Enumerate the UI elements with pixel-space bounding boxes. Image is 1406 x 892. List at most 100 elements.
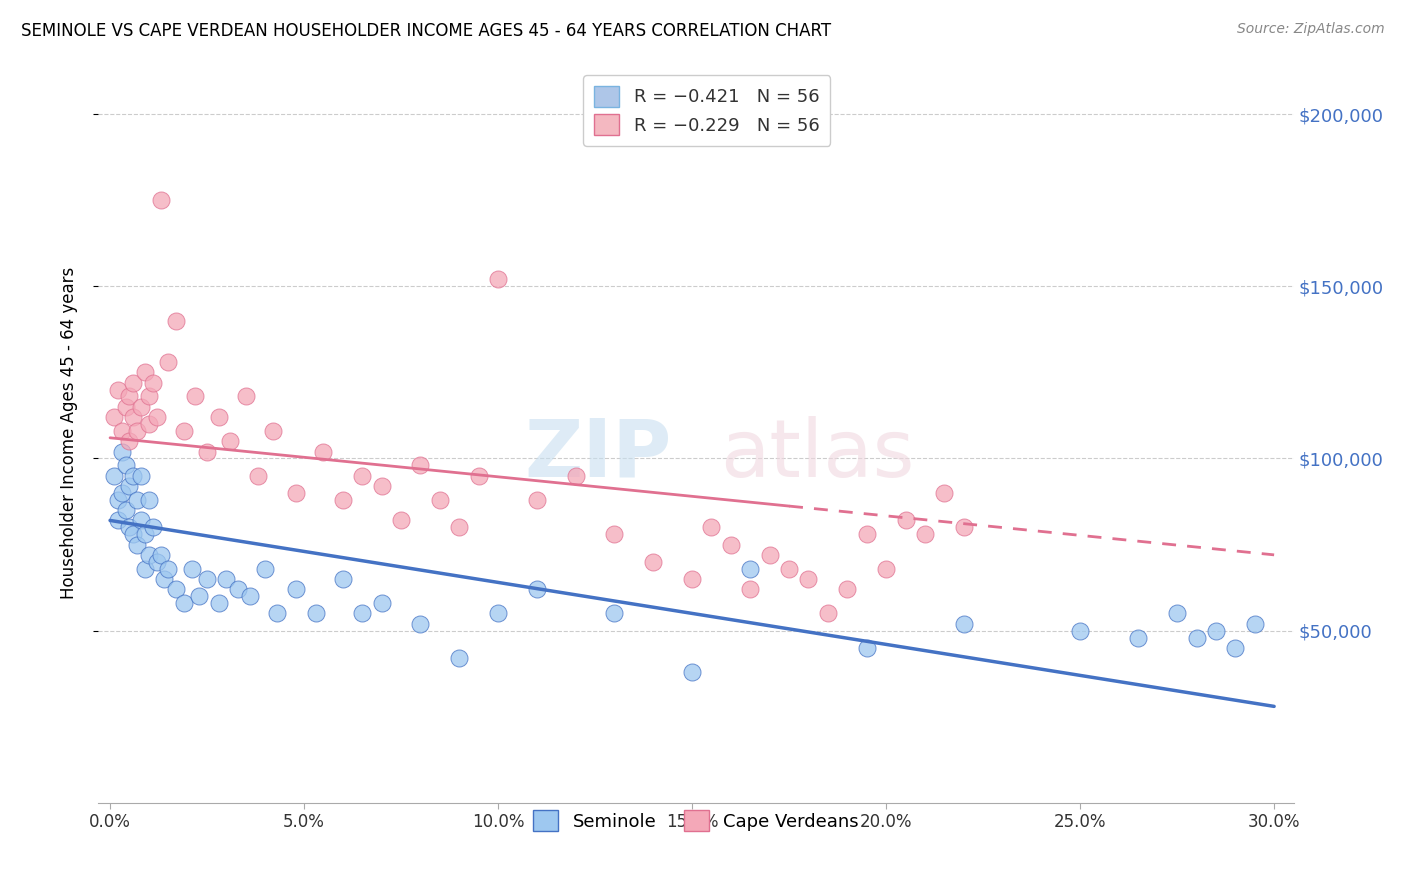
Point xyxy=(837,582,859,597)
Point xyxy=(122,468,145,483)
Point xyxy=(1243,616,1265,631)
Point xyxy=(312,444,335,458)
Point xyxy=(332,492,354,507)
Point xyxy=(103,410,125,425)
Point xyxy=(681,665,703,679)
Point xyxy=(370,596,392,610)
Point xyxy=(114,400,136,414)
Point xyxy=(285,582,308,597)
Point xyxy=(254,561,277,575)
Point xyxy=(103,468,125,483)
Point xyxy=(681,572,703,586)
Point xyxy=(180,561,202,575)
Point xyxy=(486,272,509,286)
Point xyxy=(603,527,626,541)
Point xyxy=(817,607,839,621)
Point xyxy=(266,607,288,621)
Point xyxy=(165,314,187,328)
Point xyxy=(118,389,141,403)
Point xyxy=(1166,607,1188,621)
Text: atlas: atlas xyxy=(720,416,914,494)
Point xyxy=(952,616,974,631)
Point xyxy=(914,527,936,541)
Point xyxy=(526,492,548,507)
Point xyxy=(188,589,211,603)
Point xyxy=(149,548,172,562)
Point xyxy=(145,555,167,569)
Point xyxy=(934,486,956,500)
Point xyxy=(449,651,471,665)
Point xyxy=(145,410,167,425)
Point xyxy=(118,520,141,534)
Point xyxy=(134,561,156,575)
Point xyxy=(758,548,780,562)
Point xyxy=(246,468,269,483)
Point xyxy=(305,607,328,621)
Point xyxy=(740,561,762,575)
Point xyxy=(894,513,917,527)
Point xyxy=(1128,631,1150,645)
Point xyxy=(195,572,218,586)
Point xyxy=(118,479,141,493)
Point xyxy=(215,572,238,586)
Point xyxy=(173,424,195,438)
Point xyxy=(797,572,820,586)
Point xyxy=(129,400,152,414)
Point xyxy=(149,193,172,207)
Point xyxy=(165,582,187,597)
Point xyxy=(429,492,451,507)
Point xyxy=(138,389,160,403)
Y-axis label: Householder Income Ages 45 - 64 years: Householder Income Ages 45 - 64 years xyxy=(59,267,77,599)
Text: Source: ZipAtlas.com: Source: ZipAtlas.com xyxy=(1237,22,1385,37)
Point xyxy=(564,468,586,483)
Point xyxy=(142,520,165,534)
Point xyxy=(467,468,489,483)
Point xyxy=(138,417,160,431)
Point xyxy=(855,527,877,541)
Point xyxy=(285,486,308,500)
Point xyxy=(142,376,165,390)
Point xyxy=(122,376,145,390)
Point xyxy=(157,355,180,369)
Point xyxy=(370,479,392,493)
Point xyxy=(235,389,257,403)
Point xyxy=(875,561,897,575)
Point xyxy=(389,513,412,527)
Point xyxy=(700,520,723,534)
Point xyxy=(643,555,665,569)
Point xyxy=(352,468,374,483)
Point xyxy=(153,572,176,586)
Point xyxy=(219,434,242,449)
Point xyxy=(449,520,471,534)
Text: SEMINOLE VS CAPE VERDEAN HOUSEHOLDER INCOME AGES 45 - 64 YEARS CORRELATION CHART: SEMINOLE VS CAPE VERDEAN HOUSEHOLDER INC… xyxy=(21,22,831,40)
Point xyxy=(409,616,432,631)
Point xyxy=(952,520,974,534)
Point xyxy=(855,640,877,655)
Point xyxy=(778,561,800,575)
Point xyxy=(127,537,149,551)
Point xyxy=(486,607,509,621)
Point xyxy=(184,389,207,403)
Point xyxy=(208,596,231,610)
Point xyxy=(129,513,152,527)
Point xyxy=(114,458,136,473)
Point xyxy=(138,548,160,562)
Point xyxy=(1225,640,1247,655)
Point xyxy=(111,444,134,458)
Point xyxy=(134,527,156,541)
Point xyxy=(127,424,149,438)
Point xyxy=(409,458,432,473)
Point xyxy=(107,513,129,527)
Point xyxy=(129,468,152,483)
Point xyxy=(239,589,262,603)
Point xyxy=(107,492,129,507)
Point xyxy=(603,607,626,621)
Point xyxy=(107,383,129,397)
Point xyxy=(118,434,141,449)
Point xyxy=(526,582,548,597)
Point xyxy=(138,492,160,507)
Point xyxy=(173,596,195,610)
Point xyxy=(262,424,284,438)
Point xyxy=(352,607,374,621)
Point xyxy=(1205,624,1227,638)
